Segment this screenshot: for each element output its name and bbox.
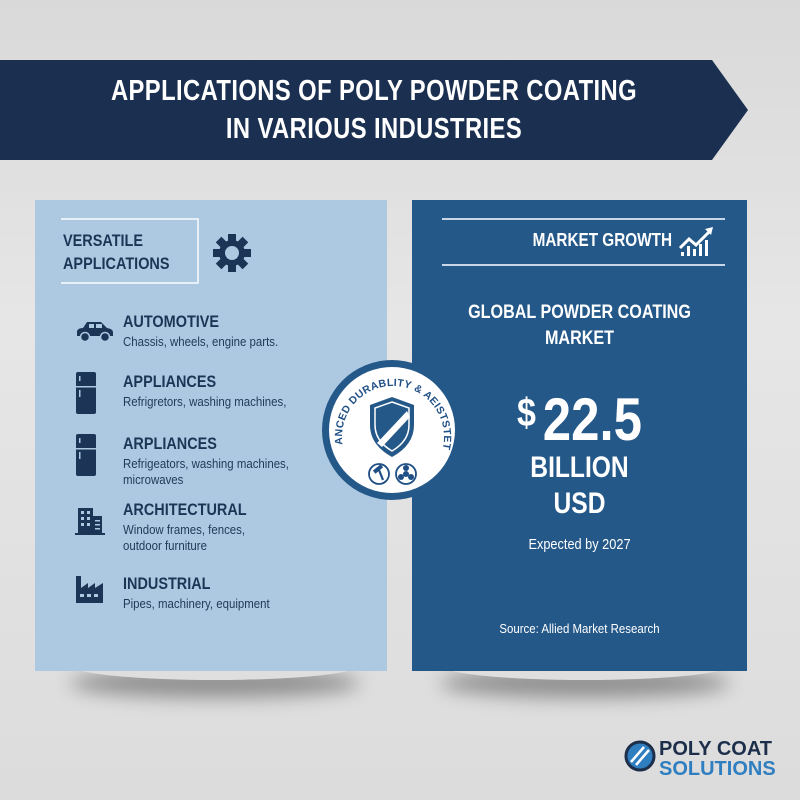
page-title: APPLICATIONS OF POLY POWDER COATING IN V… (67, 60, 680, 160)
item-title: ARCHITECTURAL (123, 500, 247, 519)
brand-logo-text: POLY COAT SOLUTIONS (659, 739, 776, 779)
item-title: ARPLIANCES (123, 434, 217, 453)
brand-name-line-1: POLY COAT (659, 738, 772, 760)
shield-icon (370, 397, 414, 457)
durability-badge: ENHANCED DURABLITY & AEISTSTETICS (321, 359, 462, 500)
title-line-1: APPLICATIONS OF POLY POWDER COATING (110, 75, 638, 107)
item-description: Window frames, fences, (123, 522, 246, 537)
item-description-cont: microwaves (123, 472, 184, 487)
unit-line-1: BILLION (530, 451, 629, 484)
poly-coat-logo-icon (624, 740, 656, 772)
value-number: 22.5 (542, 386, 642, 453)
brand-name-line-2: SOLUTIONS (659, 758, 776, 780)
market-subtitle: GLOBAL POWDER COATING MARKET (437, 300, 722, 352)
item-title: APPLIANCES (123, 372, 217, 391)
growth-chart-icon (678, 227, 713, 256)
heading-frame (61, 218, 199, 284)
gear-icon (213, 234, 251, 272)
factory-icon (76, 576, 103, 603)
market-value: $22.5 (437, 385, 722, 454)
fidget-spinner-icon (395, 463, 417, 485)
market-growth-panel: MARKET GROWTH GLOBAL POWDER COATING MARK… (412, 200, 747, 671)
heading-line-1: VERSATILE (63, 231, 144, 250)
unit-line-2: USD (553, 487, 606, 520)
item-title: AUTOMOTIVE (123, 312, 220, 331)
divider (442, 218, 725, 220)
title-line-2: IN VARIOUS INDUSTRIES (225, 113, 523, 145)
banner-arrow-shape (0, 60, 748, 160)
refrigerator-icon (76, 372, 96, 414)
item-description-cont: outdoor furniture (123, 538, 207, 553)
panel-heading: VERSATILE APPLICATIONS (63, 229, 170, 275)
title-banner: APPLICATIONS OF POLY POWDER COATING IN V… (0, 60, 748, 160)
hammer-icon (368, 463, 390, 485)
item-description: Chassis, wheels, engine parts. (123, 334, 279, 349)
item-description: Refrigretors, washing machines, (123, 394, 287, 409)
source-citation: Source: Allied Market Research (499, 621, 660, 636)
subtitle-line-1: GLOBAL POWDER COATING (468, 302, 691, 323)
item-description: Pipes, machinery, equipment (123, 596, 270, 611)
item-description: Refrigeators, washing machines, (123, 456, 289, 471)
divider (442, 264, 725, 266)
expected-year: Expected by 2027 (528, 536, 631, 553)
market-unit: BILLION USD (442, 450, 717, 522)
car-icon (77, 322, 113, 342)
panel-heading: MARKET GROWTH (532, 230, 672, 250)
currency-symbol: $ (517, 391, 536, 435)
subtitle-line-2: MARKET (544, 328, 615, 349)
building-icon (75, 508, 105, 535)
heading-line-2: APPLICATIONS (63, 254, 170, 273)
refrigerator-icon (76, 434, 96, 476)
item-title: INDUSTRIAL (123, 574, 211, 593)
